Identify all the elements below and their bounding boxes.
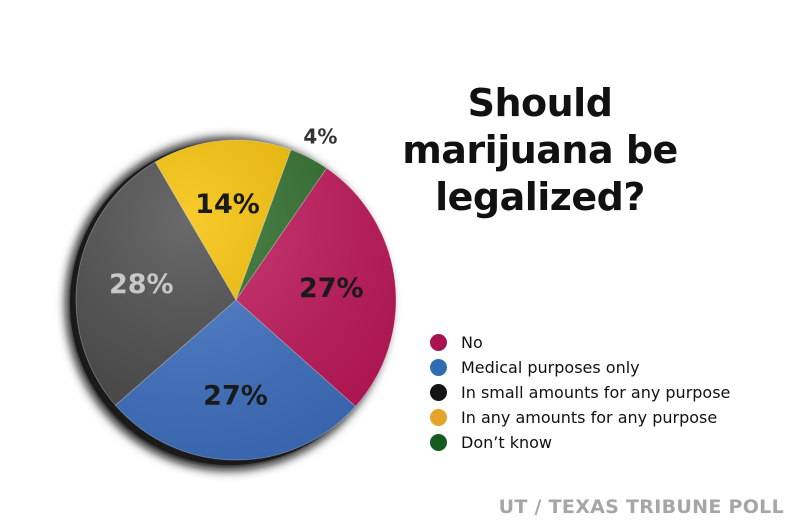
legend-item-any-amounts: In any amounts for any purpose [430,405,730,430]
legend-label-dont-know: Don’t know [461,433,552,452]
legend-label-any-amounts: In any amounts for any purpose [461,408,718,427]
legend-item-medical: Medical purposes only [430,355,730,380]
legend-item-dont-know: Don’t know [430,430,730,455]
legend-label-medical: Medical purposes only [461,358,640,377]
legend-item-no: No [430,330,730,355]
legend-item-small-amounts: In small amounts for any purpose [430,380,730,405]
pie-gloss [76,140,396,460]
legend-label-no: No [461,333,483,352]
data-label-in-small-amounts-for-any-purpose: 28% [109,269,174,300]
legend-label-small-amounts: In small amounts for any purpose [461,383,731,402]
legend-swatch-small-amounts [430,384,447,401]
legend-swatch-medical [430,359,447,376]
chart-title: Should marijuana be legalized? [402,81,678,219]
legend: No Medical purposes only In small amount… [430,330,730,455]
data-label-don-t-know: 4% [303,125,337,149]
legend-swatch-dont-know [430,434,447,451]
data-label-medical-purposes-only: 27% [203,381,268,412]
data-label-no: 27% [299,273,364,304]
legend-swatch-no [430,334,447,351]
source-credit: UT / TEXAS TRIBUNE POLL [498,496,784,518]
data-label-in-any-amounts-for-any-purpose: 14% [195,189,260,220]
legend-swatch-any-amounts [430,409,447,426]
